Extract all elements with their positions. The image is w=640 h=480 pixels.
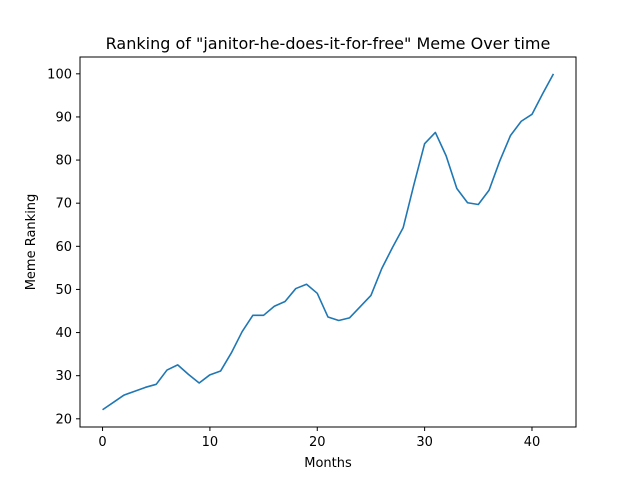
series-line-0: [102, 73, 555, 411]
y-tick-label: 50: [55, 283, 72, 298]
y-tick-label: 80: [55, 154, 72, 169]
y-axis-label: Meme Ranking: [24, 194, 39, 291]
y-tick-label: 70: [55, 197, 72, 212]
chart-title: Ranking of "janitor-he-does-it-for-free"…: [106, 34, 551, 53]
plot-frame: [79, 56, 577, 428]
x-tick-label: 0: [98, 435, 106, 450]
x-tick-label: 40: [524, 435, 541, 450]
y-axis-ticks: 20 30 40 50 60 70 80 90 100: [47, 67, 80, 427]
y-tick-label: 100: [47, 67, 72, 82]
y-tick-label: 40: [55, 326, 72, 341]
y-tick-label: 20: [55, 412, 72, 427]
y-tick-label: 30: [55, 369, 72, 384]
y-tick-label: 60: [55, 240, 72, 255]
y-tick-label: 90: [55, 110, 72, 125]
x-tick-label: 10: [202, 435, 219, 450]
x-tick-label: 20: [309, 435, 326, 450]
plot-area: [102, 73, 555, 411]
x-axis-label: Months: [304, 456, 352, 471]
x-tick-label: 30: [416, 435, 433, 450]
x-axis-ticks: 0 10 20 30 40: [98, 427, 540, 450]
